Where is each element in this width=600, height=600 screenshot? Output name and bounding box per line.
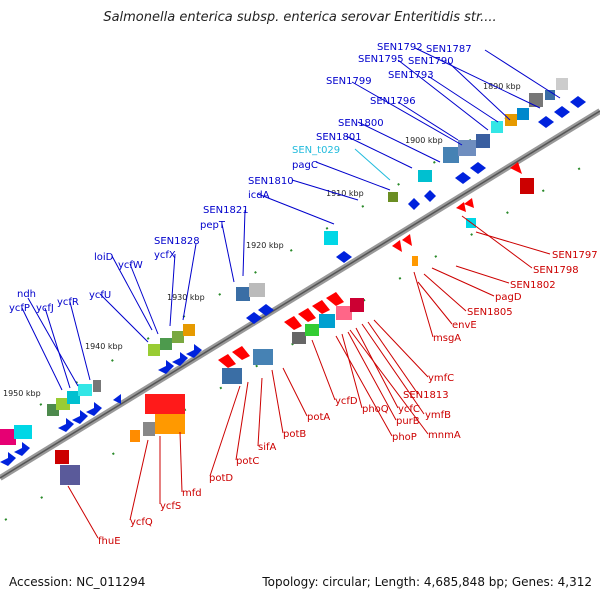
gene-label-upper: ycfJ <box>36 303 54 314</box>
gene-label-lower: potA <box>307 412 330 423</box>
gene-label-upper: SEN1801 <box>316 132 362 143</box>
gene-label-lower: purB <box>396 416 420 427</box>
gene-label-lower: potC <box>236 456 259 467</box>
lower-leader-lines <box>67 215 551 539</box>
gene-label-upper: ndh <box>17 289 36 300</box>
gene-label-upper: pepT <box>200 220 226 231</box>
topology-text: Topology: circular; Length: 4,685,848 bp… <box>262 575 592 589</box>
gene-label-lower: SEN1805 <box>467 307 513 318</box>
gene-label-lower: SEN1813 <box>403 390 449 401</box>
kbp-label: 1920 kbp <box>246 241 284 250</box>
gene-label-lower: fhuE <box>98 536 121 547</box>
genome-backbone <box>0 108 600 481</box>
gene-label-upper: SEN1796 <box>370 96 416 107</box>
gene-label-lower: mfd <box>182 488 202 499</box>
gene-label-upper: ycfU <box>89 290 111 301</box>
gene-label-lower: ycfC <box>398 404 420 415</box>
gene-label-upper: SEN1800 <box>338 118 384 129</box>
gene-label-upper: SEN1793 <box>388 70 434 81</box>
gene-label-lower: phoQ <box>362 404 389 415</box>
page-title: Salmonella enterica subsp. enterica sero… <box>103 10 497 25</box>
gene-label-upper: ycfR <box>57 297 79 308</box>
gene-label-lower: pagD <box>495 292 522 303</box>
gene-label-upper: SEN1787 <box>426 44 472 55</box>
lower-feature-blocks <box>55 178 534 485</box>
kbp-label: 1890 kbp <box>483 82 521 91</box>
gene-label-upper: pagC <box>292 160 318 171</box>
kbp-label: 1950 kbp <box>3 389 41 398</box>
gene-label-lower: ycfD <box>335 396 358 407</box>
gene-label-lower: phoP <box>392 432 417 443</box>
gene-label-lower: SEN1802 <box>510 280 556 291</box>
gene-label-upper: SEN1828 <box>154 236 200 247</box>
gene-label-lower: ycfS <box>160 501 181 512</box>
gene-label-upper: icdA <box>248 190 270 201</box>
gene-label-trna: SEN_t029 <box>292 145 340 156</box>
gene-label-upper: SEN1795 <box>358 54 404 65</box>
gene-label-lower: envE <box>452 320 477 331</box>
gene-label-upper: SEN1810 <box>248 176 294 187</box>
gene-label-lower: SEN1797 <box>552 250 598 261</box>
gene-label-lower: potD <box>209 473 233 484</box>
gene-label-upper: SEN1792 <box>377 42 423 53</box>
kbp-label: 1930 kbp <box>167 293 205 302</box>
gene-label-lower: ymfB <box>425 410 451 421</box>
gene-label-lower: msgA <box>433 333 461 344</box>
gene-label-lower: SEN1798 <box>533 265 579 276</box>
gene-label-lower: potB <box>283 429 306 440</box>
gene-label-upper: ycfX <box>154 250 176 261</box>
lower-gene-labels: SEN1797 SEN1798 SEN1802 pagD SEN1805 env… <box>98 250 598 547</box>
upper-feature-blocks <box>0 78 568 445</box>
gene-label-lower: ycfQ <box>130 517 153 528</box>
kbp-label: 1940 kbp <box>85 342 123 351</box>
gene-label-lower: ymfC <box>428 373 454 384</box>
gene-label-upper: loiD <box>94 252 114 263</box>
kbp-label: 1900 kbp <box>405 136 443 145</box>
lower-arrows <box>218 162 522 368</box>
kbp-label: 1910 kbp <box>326 189 364 198</box>
gene-label-upper: SEN1821 <box>203 205 249 216</box>
gene-label-lower: sifA <box>258 442 277 453</box>
kbp-scale: 1890 kbp 1900 kbp 1910 kbp 1920 kbp 1930… <box>3 82 521 398</box>
gene-label-upper: SEN1790 <box>408 56 454 67</box>
gene-label-upper: ycfP <box>9 303 30 314</box>
gene-label-upper: SEN1799 <box>326 76 372 87</box>
upper-gene-labels: SEN1792 SEN1787 SEN1795 SEN1790 SEN1793 … <box>9 42 472 314</box>
gene-label-lower: mnmA <box>428 430 461 441</box>
accession-text: Accession: NC_011294 <box>9 575 146 589</box>
gene-label-upper: ycfW <box>118 260 143 271</box>
upper-arrows <box>0 96 586 466</box>
upper-leader-lines <box>21 47 561 391</box>
